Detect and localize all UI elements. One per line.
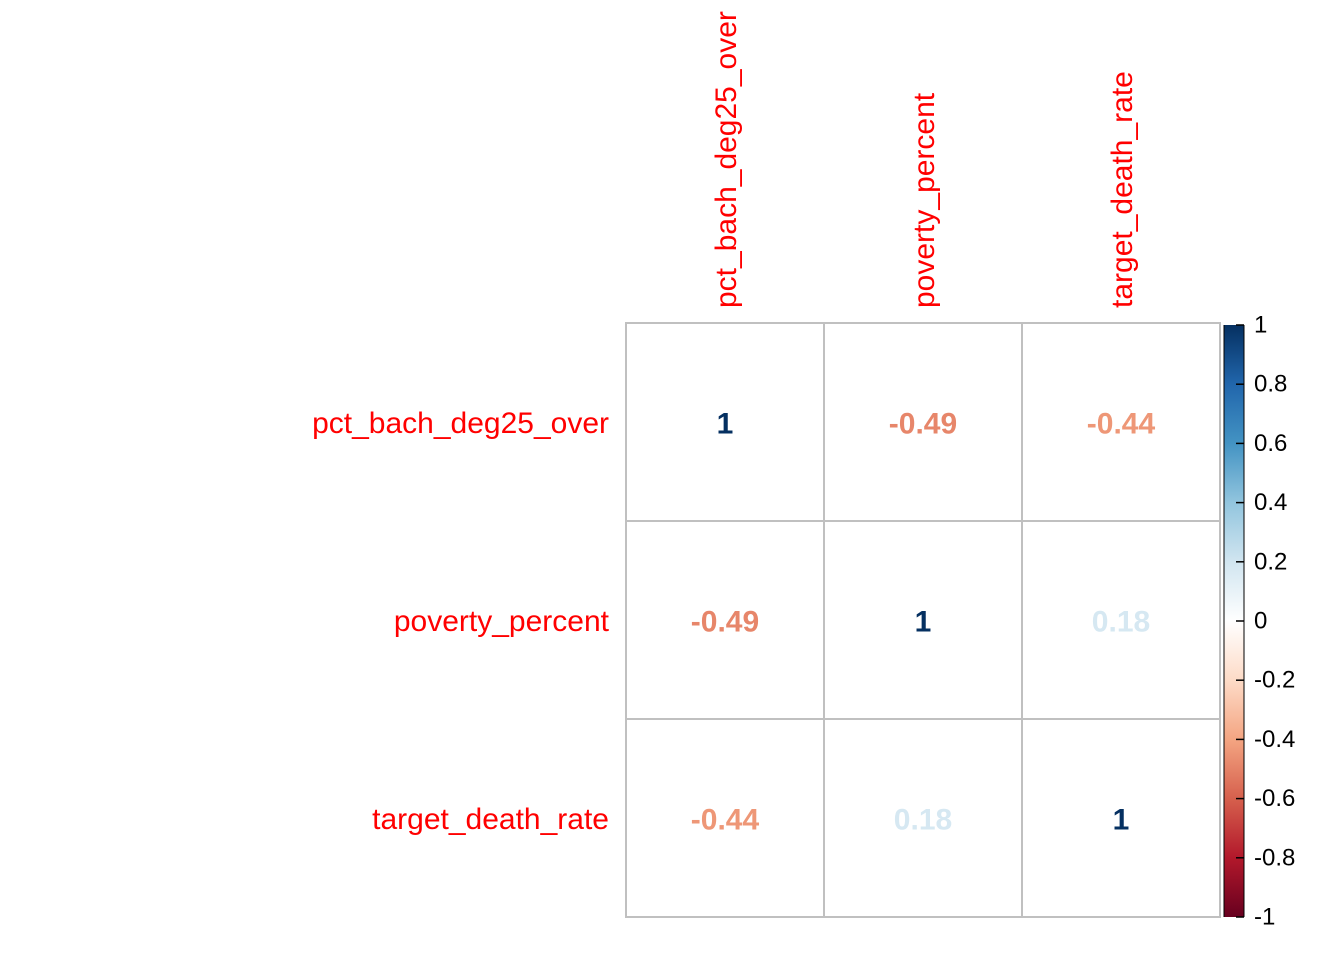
colorbar-tick-label: 0.4 [1254,489,1287,516]
colorbar-gradient [1224,325,1244,917]
row-label: poverty_percent [394,605,610,638]
cell-values: 1 -0.49 -0.44 -0.49 1 0.18 -0.44 0.18 1 [691,408,1156,837]
row-labels: pct_bach_deg25_over poverty_percenttarget… [312,407,610,836]
cell-value-label: -0.44 [1087,408,1156,441]
row-label: target_death_rate [372,803,609,836]
cell-value-label: -0.49 [889,408,957,441]
colorbar: 1 0.8 0.6 0.4 0.2 0 -0.2 -0.4 -0.6 -0.8 -1 [1223,312,1295,931]
matrix-cell [1021,718,1221,918]
row-label: pct_bach_deg25_over [312,407,609,440]
cell-value-label: -0.44 [691,804,760,837]
cell-value-label: 0.18 [1092,606,1150,639]
colorbar-tick-label: 0.6 [1254,430,1287,457]
cell-value-label: 1 [717,408,734,441]
colorbar-tick-label: 0 [1254,608,1267,635]
colorbar-tick-label: 1 [1254,312,1267,339]
matrix-cell [625,322,825,522]
matrix-cell [625,718,825,918]
column-label: poverty_percent [908,92,941,308]
column-label: pct_bach_deg25_over [710,11,743,308]
column-labels: pct_bach_deg25_over poverty_percent target… [710,11,1139,308]
matrix-cell [1021,520,1221,720]
cell-value-label: -0.49 [691,606,759,639]
cell-value-label: 1 [1113,804,1130,837]
colorbar-tick-label: -0.6 [1254,785,1295,812]
matrix-cell [1021,322,1221,522]
colorbar-tick-label: -0.8 [1254,844,1295,871]
colorbar-tick-label: 0.8 [1254,371,1287,398]
colorbar-tick-label: -1 [1254,904,1275,931]
matrix-cell [823,322,1023,522]
colorbar-tick-label: -0.2 [1254,667,1295,694]
cell-value-label: 1 [915,606,932,639]
cell-value-label: 0.18 [894,804,952,837]
colorbar-tick-label: -0.4 [1254,726,1295,753]
matrix-cell [625,520,825,720]
matrix-cell [823,718,1023,918]
column-label: target_death_rate [1106,71,1139,308]
matrix-cell [823,520,1023,720]
correlation-grid [625,322,1221,918]
colorbar-tick-label: 0.2 [1254,548,1287,575]
